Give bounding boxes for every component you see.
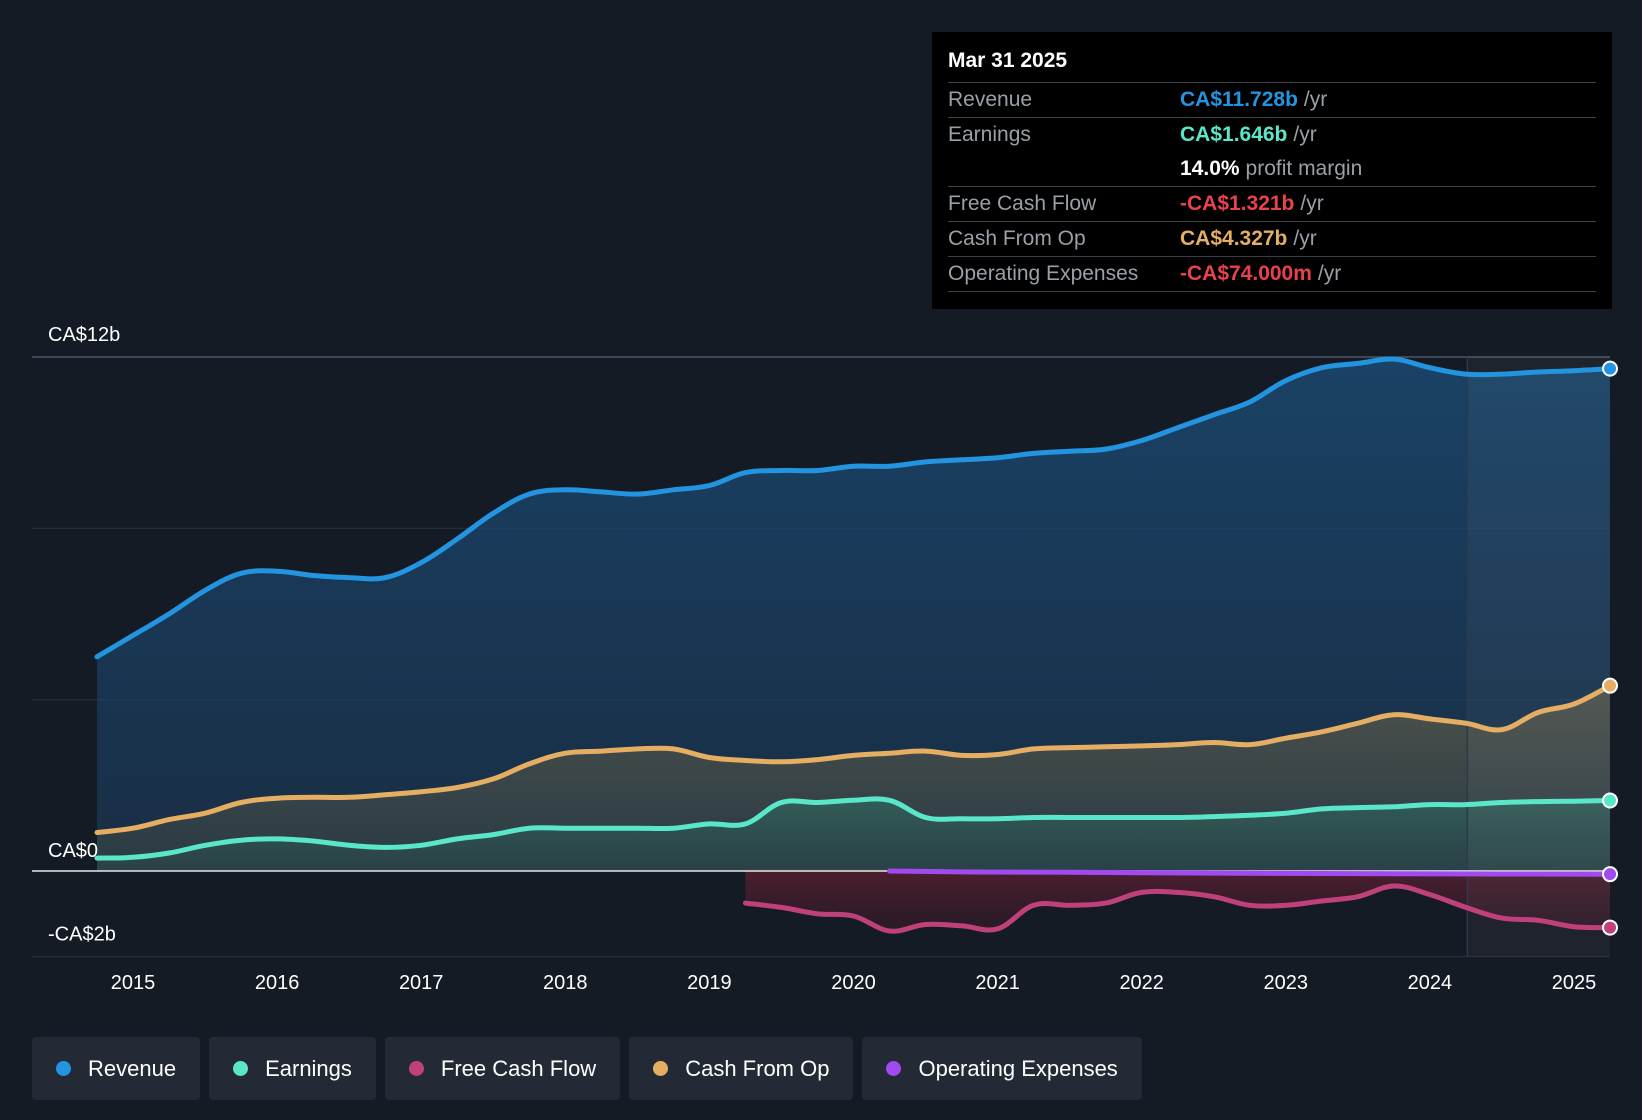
legend-item-earnings[interactable]: Earnings — [209, 1037, 376, 1100]
legend-dot-icon — [233, 1061, 249, 1076]
tooltip-row-unit: /yr — [1293, 227, 1317, 250]
x-tick-label: 2018 — [543, 972, 588, 994]
legend-label: Earnings — [265, 1055, 352, 1081]
x-tick-label: 2015 — [111, 972, 156, 994]
legend: Revenue Earnings Free Cash Flow Cash From O… — [32, 1037, 1142, 1100]
operating-expenses-line — [887, 868, 1613, 877]
cash-from-op-endpoint[interactable] — [1602, 677, 1619, 694]
free-cash-flow-endpoint[interactable] — [1602, 919, 1619, 936]
x-tick-label: 2024 — [1408, 972, 1453, 994]
tooltip-row-unit: profit margin — [1245, 157, 1363, 180]
x-tick-label: 2025 — [1552, 972, 1597, 994]
legend-dot-icon — [56, 1061, 71, 1076]
free-cash-flow-area — [745, 871, 1610, 932]
legend-label: Operating Expenses — [918, 1055, 1118, 1081]
y-tick-label: CA$12b — [48, 324, 120, 346]
x-tick-label: 2021 — [975, 972, 1020, 994]
tooltip-rows: Revenue CA$11.728b/yr Earnings CA$1.646b/yr… — [948, 82, 1596, 292]
x-tick-label: 2023 — [1264, 972, 1309, 994]
tooltip-row-value: -CA$1.321b — [1180, 192, 1295, 215]
tooltip-row-label: Operating Expenses — [948, 262, 1139, 285]
y-tick-label: -CA$2b — [48, 924, 116, 946]
tooltip-row-unit: /yr — [1293, 123, 1317, 146]
legend-item-free-cash-flow[interactable]: Free Cash Flow — [384, 1037, 621, 1100]
tooltip-row-unit: /yr — [1317, 262, 1342, 285]
series-endpoints — [1602, 360, 1619, 936]
x-tick-label: 2020 — [831, 972, 876, 994]
tooltip-row-label: Earnings — [948, 123, 1031, 146]
free-cash-flow-line — [742, 883, 1613, 934]
tooltip-row: Operating Expenses -CA$74.000m/yr — [948, 256, 1596, 291]
tooltip-row-unit: /yr — [1300, 192, 1324, 215]
revenue-line — [94, 356, 1613, 660]
tooltip-row: Earnings CA$1.646b/yr — [948, 117, 1596, 152]
legend-dot-icon — [886, 1061, 902, 1076]
tooltip-row-value: CA$11.728b — [1180, 88, 1298, 111]
legend-label: Cash From Op — [685, 1055, 830, 1081]
x-tick-label: 2019 — [687, 972, 732, 994]
tooltip-row-unit: /yr — [1303, 88, 1328, 111]
series-lines — [94, 356, 1613, 934]
tooltip-date: Mar 31 2025 — [948, 49, 1068, 72]
tooltip-row-label: Revenue — [948, 88, 1033, 111]
cash-from-op-line — [94, 683, 1613, 835]
y-tick-label: CA$0 — [48, 840, 98, 862]
legend-dot-icon — [408, 1061, 424, 1076]
x-tick-label: 2022 — [1119, 972, 1164, 994]
tooltip-row-value: 14.0% — [1180, 157, 1240, 180]
tooltip-row: Revenue CA$11.728b/yr — [948, 82, 1596, 117]
series-areas — [97, 359, 1610, 932]
operating-expenses-endpoint[interactable] — [1602, 866, 1619, 883]
earnings-endpoint[interactable] — [1602, 792, 1619, 809]
forecast-region — [1467, 357, 1611, 957]
tooltip-row: Free Cash Flow -CA$1.321b/yr — [948, 186, 1596, 221]
legend-label: Free Cash Flow — [440, 1055, 597, 1081]
legend-item-cash-from-op[interactable]: Cash From Op — [629, 1037, 854, 1100]
x-tick-label: 2017 — [399, 972, 444, 994]
legend-dot-icon — [653, 1061, 669, 1076]
tooltip-row: 14.0% profit margin — [948, 152, 1596, 186]
tooltip-row-label: Free Cash Flow — [948, 192, 1097, 215]
x-tick-label: 2016 — [255, 972, 300, 994]
tooltip-row-label: Cash From Op — [948, 227, 1086, 250]
legend-item-revenue[interactable]: Revenue — [32, 1037, 201, 1100]
tooltip-bottom-rule — [948, 291, 1596, 292]
earnings-line — [94, 796, 1613, 861]
legend-label: Revenue — [88, 1055, 177, 1081]
tooltip-row: Cash From Op CA$4.327b/yr — [948, 221, 1596, 256]
revenue-endpoint[interactable] — [1602, 360, 1619, 377]
x-axis-labels: 2015 2016 2017 2018 2019 2020 2021 2022 2023 2024… — [111, 972, 1597, 994]
tooltip-panel: Mar 31 2025 Revenue CA$11.728b/yr Earnings… — [932, 32, 1612, 309]
tooltip-row-value: CA$1.646b — [1180, 123, 1288, 146]
legend-item-operating-expenses[interactable]: Operating Expenses — [862, 1037, 1142, 1100]
tooltip-row-value: CA$4.327b — [1180, 227, 1288, 250]
tooltip-row-value: -CA$74.000m — [1180, 262, 1312, 285]
y-axis-labels: CA$12b CA$0 -CA$2b — [48, 324, 120, 946]
